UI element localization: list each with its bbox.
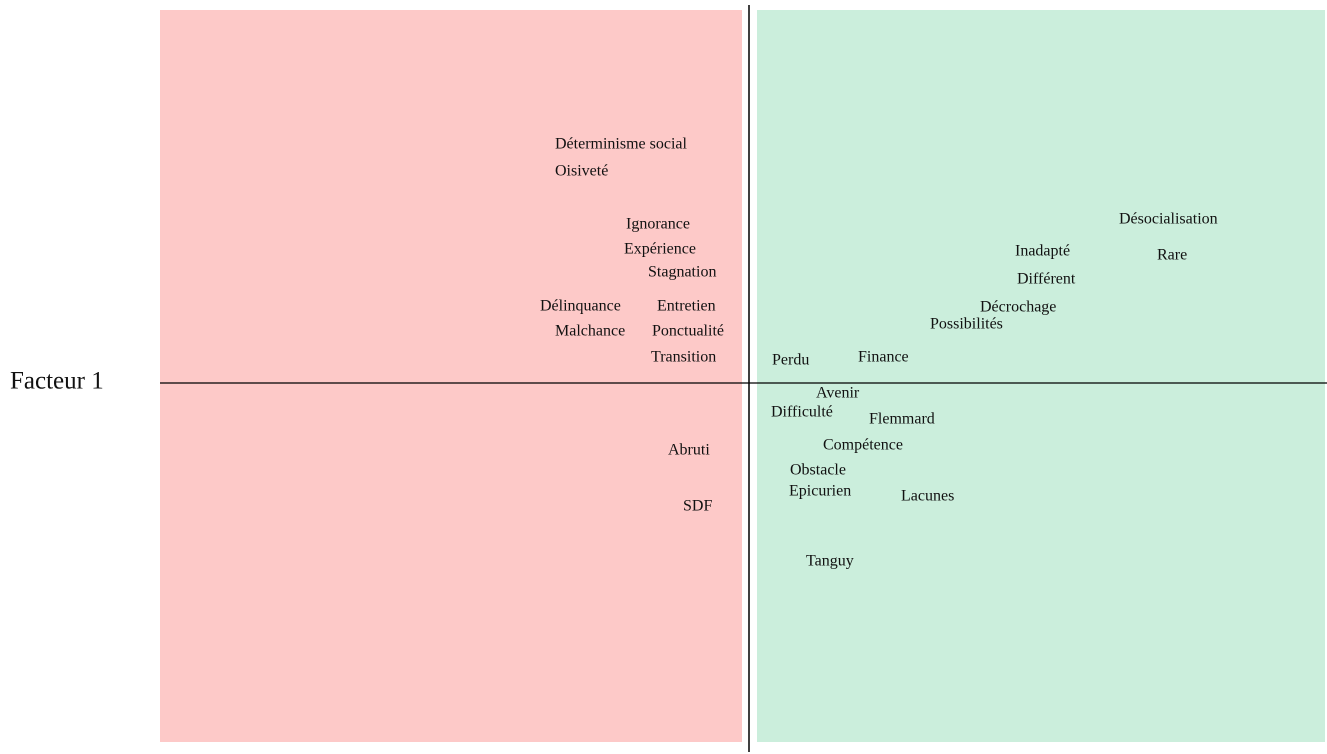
word: Possibilités (930, 316, 1003, 333)
word: Rare (1157, 247, 1187, 264)
word: Différent (1017, 271, 1076, 288)
word: Inadapté (1015, 243, 1070, 260)
word: Finance (858, 349, 909, 366)
word: Epicurien (789, 483, 851, 500)
word: Stagnation (648, 264, 716, 281)
word: Obstacle (790, 462, 846, 479)
word: Déterminisme social (555, 136, 688, 153)
axis-label: Facteur 1 (10, 368, 104, 395)
word: Abruti (668, 442, 710, 459)
word: Ignorance (626, 216, 690, 233)
word: Perdu (772, 352, 809, 369)
word: Tanguy (806, 553, 854, 570)
word: Flemmard (869, 411, 935, 428)
word: Compétence (823, 437, 903, 454)
right-zone (757, 10, 1325, 742)
word: Transition (651, 349, 716, 366)
word: Ponctualité (652, 323, 724, 340)
word: Lacunes (901, 488, 954, 505)
word: Décrochage (980, 299, 1056, 316)
word: Malchance (555, 323, 625, 340)
word: Désocialisation (1119, 211, 1218, 228)
word: Avenir (816, 385, 860, 402)
word: Expérience (624, 241, 696, 258)
word: Oisiveté (555, 163, 608, 180)
left-zone (160, 10, 742, 742)
word: Entretien (657, 298, 716, 315)
word: SDF (683, 498, 712, 515)
word: Difficulté (771, 404, 833, 421)
word: Délinquance (540, 298, 621, 315)
